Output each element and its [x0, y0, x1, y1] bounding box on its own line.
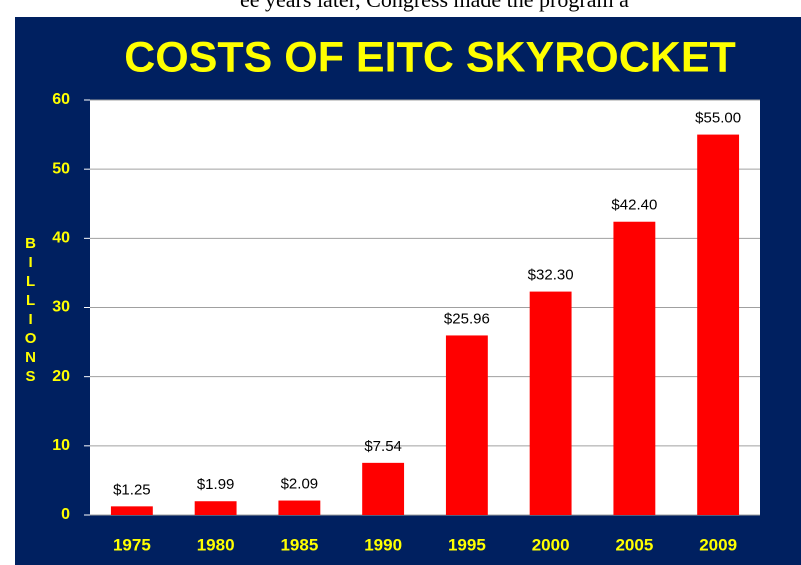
caption: ee years later, Congress made the progra…	[240, 0, 629, 12]
value-label: $55.00	[695, 110, 741, 127]
value-label: $7.54	[364, 438, 402, 455]
bar	[697, 134, 740, 516]
value-label: $1.99	[197, 476, 235, 493]
bar	[278, 500, 321, 515]
value-label: $25.96	[444, 310, 490, 327]
y-tick-label: 50	[52, 160, 70, 177]
value-label: $32.30	[528, 267, 574, 284]
y-tick-label: 40	[52, 230, 70, 247]
y-tick-label: 30	[52, 299, 70, 316]
bar	[529, 291, 572, 515]
x-tick-label: 1985	[280, 535, 318, 554]
x-tick-label: 1990	[364, 535, 402, 554]
chart-title: COSTS OF EITC SKYROCKET	[124, 33, 736, 81]
x-tick-label: 1980	[197, 535, 235, 554]
y-tick-label: 10	[52, 437, 70, 454]
y-tick-label: 60	[52, 91, 70, 108]
value-label: $42.40	[611, 197, 657, 214]
x-tick-label: 2000	[532, 535, 570, 554]
bar	[445, 335, 488, 515]
value-label: $2.09	[281, 476, 319, 493]
x-tick-label: 2005	[615, 535, 653, 554]
bar	[110, 506, 153, 515]
x-tick-label: 1975	[113, 535, 151, 554]
bar	[362, 462, 405, 515]
x-tick-label: 2009	[699, 535, 737, 554]
y-tick-label: 20	[52, 368, 70, 385]
value-label: $1.25	[113, 481, 151, 498]
y-tick-label: 0	[61, 506, 70, 523]
y-axis-label: BILLIONS	[22, 235, 39, 387]
bar	[613, 221, 656, 515]
bar	[194, 501, 237, 515]
x-tick-label: 1995	[448, 535, 486, 554]
